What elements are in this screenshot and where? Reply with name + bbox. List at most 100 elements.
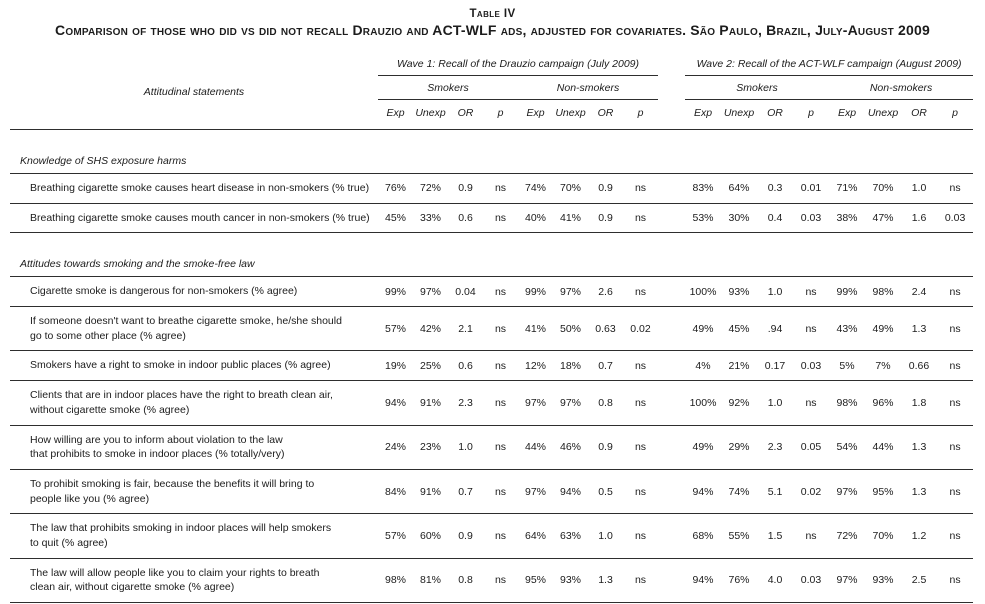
value-cell: 2.1 bbox=[448, 306, 483, 352]
value-cell: 98% bbox=[378, 558, 413, 604]
value-cell: 95% bbox=[518, 558, 553, 604]
value-cell: 40% bbox=[518, 203, 553, 234]
value-cell: 7% bbox=[865, 350, 902, 382]
value-cell: ns bbox=[623, 425, 659, 470]
value-cell: 97% bbox=[553, 276, 588, 308]
value-cell: 50% bbox=[553, 306, 588, 352]
column-gap-cell bbox=[658, 203, 686, 234]
title-block: Table IV Comparison of those who did vs … bbox=[10, 8, 975, 38]
value-cell: ns bbox=[937, 469, 974, 515]
value-cell: 99% bbox=[518, 276, 553, 308]
value-cell: 0.3 bbox=[757, 173, 794, 204]
value-cell: 70% bbox=[553, 173, 588, 204]
value-cell: 0.66 bbox=[901, 350, 938, 382]
value-cell: ns bbox=[793, 380, 830, 426]
value-cell: 0.6 bbox=[448, 203, 483, 234]
value-cell: 0.6 bbox=[448, 350, 483, 382]
table-row: Cigarette smoke is dangerous for non-smo… bbox=[10, 276, 974, 308]
value-cell: 1.0 bbox=[757, 276, 794, 308]
value-cell: 30% bbox=[721, 203, 758, 234]
value-cell: 44% bbox=[518, 425, 553, 470]
data-table: Attitudinal statements Wave 1: Recall of… bbox=[10, 54, 974, 604]
group-header-row: Smokers Non-smokers Smokers Non-smokers bbox=[10, 75, 974, 100]
column-gap-cell bbox=[658, 306, 686, 352]
statement-cell: The law that prohibits smoking in indoor… bbox=[10, 513, 378, 559]
value-cell: 0.05 bbox=[793, 425, 830, 470]
value-cell: ns bbox=[623, 276, 659, 308]
column-gap-cell bbox=[658, 380, 686, 426]
value-cell: 0.04 bbox=[448, 276, 483, 308]
col-header-unexp: Unexp bbox=[721, 99, 758, 130]
value-cell: 93% bbox=[553, 558, 588, 604]
value-cell: ns bbox=[483, 425, 518, 470]
column-gap-cell bbox=[658, 276, 686, 308]
value-cell: 1.6 bbox=[901, 203, 938, 234]
statement-cell: How willing are you to inform about viol… bbox=[10, 425, 378, 470]
value-cell: 49% bbox=[865, 306, 902, 352]
value-cell: 0.9 bbox=[588, 425, 623, 470]
column-gap-cell bbox=[658, 350, 686, 382]
value-cell: ns bbox=[483, 306, 518, 352]
value-cell: .94 bbox=[757, 306, 794, 352]
value-cell: ns bbox=[483, 558, 518, 604]
value-cell: 91% bbox=[413, 469, 448, 515]
value-cell: 45% bbox=[721, 306, 758, 352]
attitudinal-statements-header: Attitudinal statements bbox=[10, 54, 378, 130]
value-cell: 24% bbox=[378, 425, 413, 470]
col-header-p: p bbox=[483, 99, 518, 130]
table-body: Knowledge of SHS exposure harms Breathing… bbox=[10, 129, 974, 604]
value-cell: 12% bbox=[518, 350, 553, 382]
value-cell: 2.3 bbox=[448, 380, 483, 426]
value-cell: 0.8 bbox=[588, 380, 623, 426]
value-cell: ns bbox=[623, 513, 659, 559]
value-cell: 64% bbox=[721, 173, 758, 204]
section-label: Knowledge of SHS exposure harms bbox=[10, 129, 974, 174]
col-header-or: OR bbox=[448, 99, 483, 130]
value-cell: 0.8 bbox=[448, 558, 483, 604]
value-cell: 23% bbox=[413, 425, 448, 470]
wave1-nonsmokers-header: Non-smokers bbox=[518, 75, 659, 100]
value-cell: 4.0 bbox=[757, 558, 794, 604]
value-cell: 33% bbox=[413, 203, 448, 234]
statement-cell: To prohibit smoking is fair, because the… bbox=[10, 469, 378, 515]
value-cell: 83% bbox=[685, 173, 722, 204]
value-cell: 93% bbox=[865, 558, 902, 604]
value-cell: 97% bbox=[553, 380, 588, 426]
value-cell: 96% bbox=[865, 380, 902, 426]
value-cell: 45% bbox=[378, 203, 413, 234]
value-cell: ns bbox=[937, 513, 974, 559]
value-cell: 19% bbox=[378, 350, 413, 382]
table-subtitle: Comparison of those who did vs did not r… bbox=[55, 22, 930, 38]
wave2-smokers-header: Smokers bbox=[685, 75, 830, 100]
value-cell: 76% bbox=[721, 558, 758, 604]
value-cell: 0.01 bbox=[793, 173, 830, 204]
value-cell: 1.0 bbox=[448, 425, 483, 470]
value-cell: ns bbox=[937, 425, 974, 470]
value-cell: 70% bbox=[865, 173, 902, 204]
col-header-or: OR bbox=[588, 99, 623, 130]
value-cell: ns bbox=[793, 306, 830, 352]
value-cell: 81% bbox=[413, 558, 448, 604]
table-title: Table IV bbox=[469, 8, 516, 20]
statement-cell: The law will allow people like you to cl… bbox=[10, 558, 378, 604]
col-header-p: p bbox=[793, 99, 830, 130]
value-cell: 2.6 bbox=[588, 276, 623, 308]
value-cell: 46% bbox=[553, 425, 588, 470]
value-cell: 97% bbox=[829, 469, 866, 515]
value-cell: 72% bbox=[829, 513, 866, 559]
value-cell: 0.5 bbox=[588, 469, 623, 515]
column-header-row: Exp Unexp OR p Exp Unexp OR p Exp Unexp … bbox=[10, 99, 974, 130]
value-cell: 95% bbox=[865, 469, 902, 515]
value-cell: 0.7 bbox=[588, 350, 623, 382]
value-cell: 1.3 bbox=[588, 558, 623, 604]
value-cell: 63% bbox=[553, 513, 588, 559]
value-cell: 2.5 bbox=[901, 558, 938, 604]
value-cell: ns bbox=[483, 380, 518, 426]
value-cell: 76% bbox=[378, 173, 413, 204]
value-cell: ns bbox=[483, 276, 518, 308]
value-cell: 0.02 bbox=[623, 306, 659, 352]
value-cell: ns bbox=[623, 203, 659, 234]
col-header-unexp: Unexp bbox=[413, 99, 448, 130]
statement-cell: Breathing cigarette smoke causes heart d… bbox=[10, 173, 378, 204]
